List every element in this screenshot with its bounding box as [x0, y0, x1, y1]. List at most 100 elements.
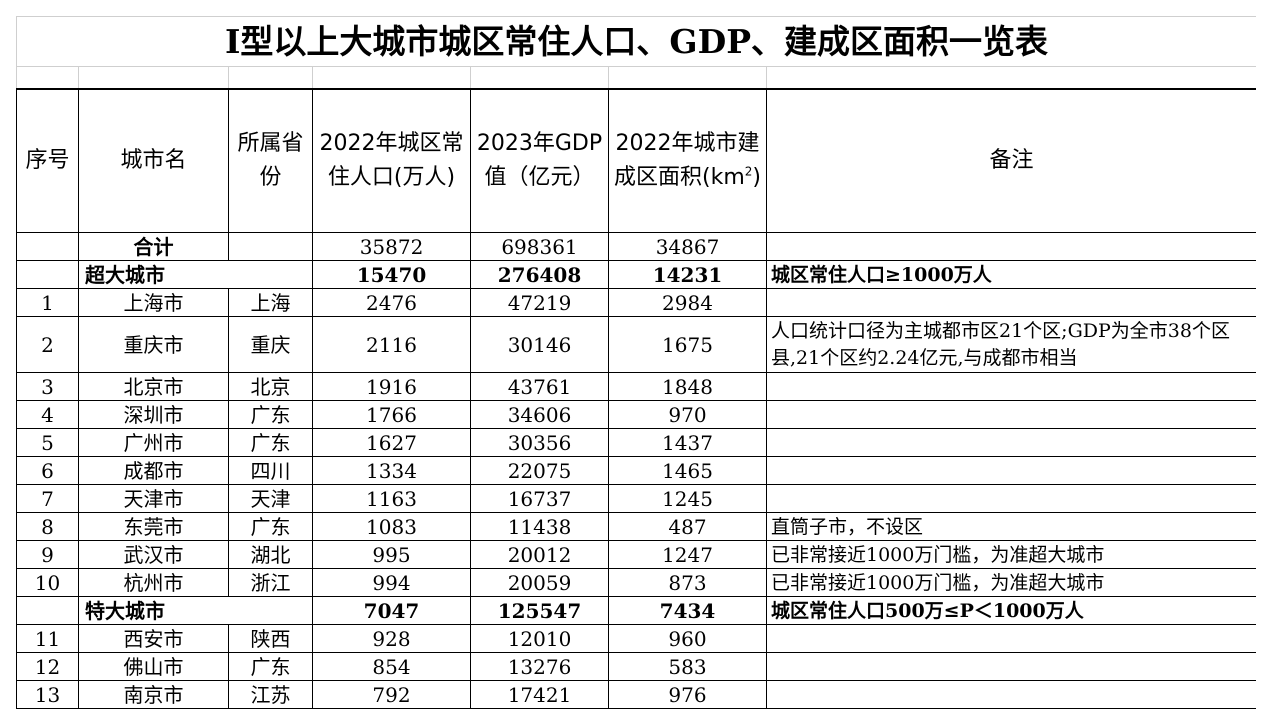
cell-province[interactable]: 广东: [228, 652, 313, 681]
cell-population[interactable]: 928: [312, 624, 471, 653]
group-name[interactable]: 特大城市: [78, 596, 313, 625]
header-area[interactable]: 2022年城市建成区面积(km2): [608, 88, 767, 233]
cell-area[interactable]: 1437: [608, 428, 767, 457]
cell-population[interactable]: 1083: [312, 512, 471, 541]
cell-index[interactable]: 12: [16, 652, 79, 681]
cell-city[interactable]: 重庆市: [78, 316, 229, 373]
group-area[interactable]: 14231: [608, 260, 767, 289]
cell-population[interactable]: 2476: [312, 288, 471, 317]
cell-city[interactable]: 南京市: [78, 680, 229, 709]
cell-gdp[interactable]: 17421: [470, 680, 609, 709]
cell-city[interactable]: 天津市: [78, 484, 229, 513]
cell-area[interactable]: 1675: [608, 316, 767, 373]
cell-note[interactable]: 已非常接近1000万门槛，为准超大城市: [765, 568, 1256, 597]
cell-note[interactable]: [765, 288, 1256, 317]
cell-province[interactable]: 广东: [228, 400, 313, 429]
cell-city[interactable]: 北京市: [78, 372, 229, 401]
total-gdp[interactable]: 698361: [470, 232, 609, 261]
cell-index[interactable]: 11: [16, 624, 79, 653]
cell-area[interactable]: 1245: [608, 484, 767, 513]
cell-note[interactable]: [765, 372, 1256, 401]
cell-province[interactable]: 上海: [228, 288, 313, 317]
cell-province[interactable]: 天津: [228, 484, 313, 513]
cell-population[interactable]: 1627: [312, 428, 471, 457]
cell-note[interactable]: [765, 624, 1256, 653]
cell-note[interactable]: [765, 652, 1256, 681]
cell-note[interactable]: [765, 428, 1256, 457]
cell-note[interactable]: 人口统计口径为主城都市区21个区;GDP为全市38个区县,21个区约2.24亿元…: [765, 316, 1256, 373]
cell-note[interactable]: [765, 456, 1256, 485]
cell-index[interactable]: 4: [16, 400, 79, 429]
group-population[interactable]: 15470: [312, 260, 471, 289]
cell-area[interactable]: 487: [608, 512, 767, 541]
cell-province[interactable]: 陕西: [228, 624, 313, 653]
cell-population[interactable]: 792: [312, 680, 471, 709]
cell-index[interactable]: 2: [16, 316, 79, 373]
cell-index[interactable]: 6: [16, 456, 79, 485]
cell-province[interactable]: 江苏: [228, 680, 313, 709]
cell-city[interactable]: 杭州市: [78, 568, 229, 597]
group-name[interactable]: 超大城市: [78, 260, 313, 289]
header-city[interactable]: 城市名: [78, 88, 229, 233]
cell-note[interactable]: [765, 680, 1256, 709]
cell-province[interactable]: 广东: [228, 512, 313, 541]
cell-gdp[interactable]: 30146: [470, 316, 609, 373]
cell-index[interactable]: 5: [16, 428, 79, 457]
cell-gdp[interactable]: 12010: [470, 624, 609, 653]
cell-city[interactable]: 上海市: [78, 288, 229, 317]
cell-index[interactable]: 3: [16, 372, 79, 401]
cell-city[interactable]: 佛山市: [78, 652, 229, 681]
page-title[interactable]: Ⅰ型以上大城市城区常住人口、GDP、建成区面积一览表: [16, 16, 1256, 67]
cell-area[interactable]: 583: [608, 652, 767, 681]
group-gdp[interactable]: 276408: [470, 260, 609, 289]
cell-province[interactable]: 北京: [228, 372, 313, 401]
cell-index[interactable]: 13: [16, 680, 79, 709]
header-gdp[interactable]: 2023年GDP值（亿元）: [470, 88, 609, 233]
cell-province[interactable]: 湖北: [228, 540, 313, 569]
header-index[interactable]: 序号: [16, 88, 79, 233]
cell-province[interactable]: 广东: [228, 428, 313, 457]
header-note[interactable]: 备注: [765, 88, 1256, 233]
total-area[interactable]: 34867: [608, 232, 767, 261]
cell-area[interactable]: 873: [608, 568, 767, 597]
group-population[interactable]: 7047: [312, 596, 471, 625]
cell-city[interactable]: 成都市: [78, 456, 229, 485]
cell-population[interactable]: 1916: [312, 372, 471, 401]
cell-area[interactable]: 1465: [608, 456, 767, 485]
cell-gdp[interactable]: 20059: [470, 568, 609, 597]
cell-population[interactable]: 854: [312, 652, 471, 681]
cell-population[interactable]: 2116: [312, 316, 471, 373]
cell-gdp[interactable]: 30356: [470, 428, 609, 457]
cell-gdp[interactable]: 16737: [470, 484, 609, 513]
cell-area[interactable]: 2984: [608, 288, 767, 317]
cell-area[interactable]: 970: [608, 400, 767, 429]
cell-area[interactable]: 1848: [608, 372, 767, 401]
total-label[interactable]: 合计: [78, 232, 229, 261]
cell-province[interactable]: 浙江: [228, 568, 313, 597]
group-note[interactable]: 城区常住人口≥1000万人: [765, 260, 1256, 289]
cell-note[interactable]: [765, 484, 1256, 513]
cell-index[interactable]: 9: [16, 540, 79, 569]
cell-index[interactable]: 7: [16, 484, 79, 513]
group-area[interactable]: 7434: [608, 596, 767, 625]
cell-area[interactable]: 1247: [608, 540, 767, 569]
cell-gdp[interactable]: 47219: [470, 288, 609, 317]
cell-gdp[interactable]: 13276: [470, 652, 609, 681]
cell-note[interactable]: [765, 400, 1256, 429]
cell-gdp[interactable]: 20012: [470, 540, 609, 569]
cell-population[interactable]: 1766: [312, 400, 471, 429]
cell-gdp[interactable]: 43761: [470, 372, 609, 401]
cell-gdp[interactable]: 11438: [470, 512, 609, 541]
cell-gdp[interactable]: 22075: [470, 456, 609, 485]
header-population[interactable]: 2022年城区常住人口(万人): [312, 88, 471, 233]
cell-population[interactable]: 1334: [312, 456, 471, 485]
cell-city[interactable]: 深圳市: [78, 400, 229, 429]
cell-note[interactable]: 直筒子市，不设区: [765, 512, 1256, 541]
header-province[interactable]: 所属省份: [228, 88, 313, 233]
cell-index[interactable]: 10: [16, 568, 79, 597]
cell-population[interactable]: 1163: [312, 484, 471, 513]
cell-population[interactable]: 994: [312, 568, 471, 597]
cell-province[interactable]: 重庆: [228, 316, 313, 373]
cell-city[interactable]: 广州市: [78, 428, 229, 457]
cell-area[interactable]: 960: [608, 624, 767, 653]
